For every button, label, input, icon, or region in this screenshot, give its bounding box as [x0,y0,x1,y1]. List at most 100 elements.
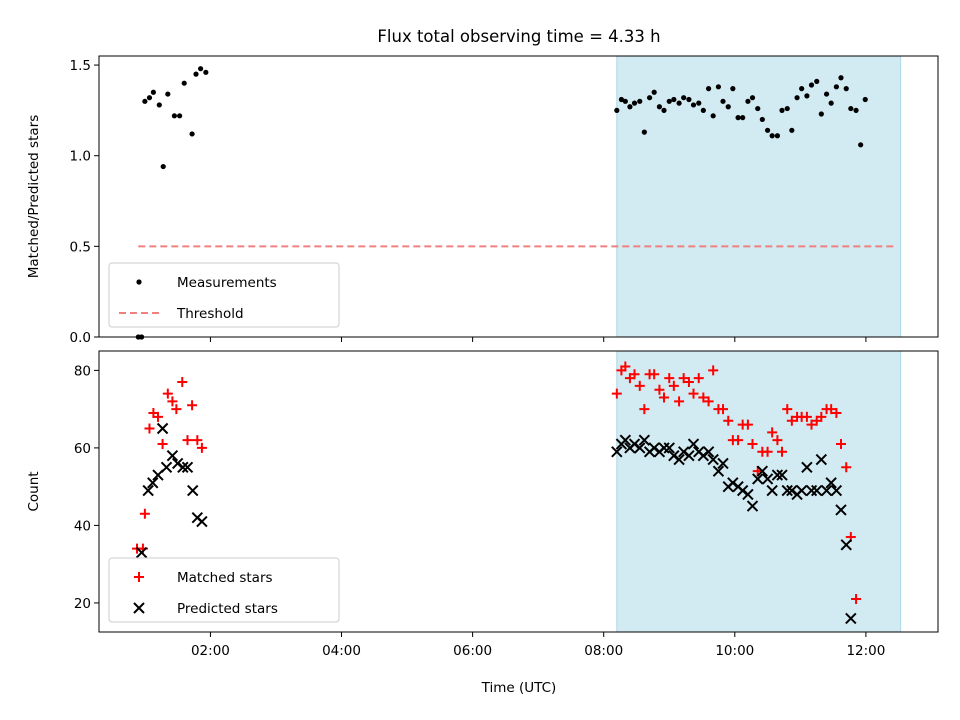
data-point [193,71,199,77]
data-point [755,105,761,112]
y-tick-label: 1.5 [70,58,91,74]
data-point [167,396,178,407]
data-point [634,442,646,454]
legend: Matched stars Predicted stars [108,557,340,623]
data-point [816,411,827,422]
data-point [761,473,774,485]
data-point [841,462,852,473]
data-point [805,484,818,497]
data-point [696,100,702,106]
data-point [776,469,788,481]
data-point [799,86,805,92]
data-point [681,95,687,101]
data-point [835,504,847,516]
data-point [814,78,820,84]
data-point [614,107,620,113]
data-point [135,546,148,559]
data-point [160,163,166,170]
data-point [197,66,204,72]
data-point [171,113,177,119]
x-tick-label: 12:00 [846,643,885,659]
data-point [629,369,640,380]
data-point [171,404,182,415]
data-point [840,539,852,551]
data-point [152,411,163,422]
data-point [157,439,168,450]
data-point [845,612,857,625]
y-tick-label: 60 [74,441,91,457]
data-point [619,434,632,446]
legend-box [108,557,340,623]
data-point [611,446,623,458]
data-point [746,500,759,512]
data-point [828,100,834,106]
data-point [801,461,813,473]
data-point [196,442,207,453]
data-point [742,488,754,501]
data-point [187,484,199,497]
data-point [771,469,784,481]
data-point [690,102,697,108]
data-point [658,442,670,454]
data-point [611,388,622,399]
data-point [668,380,679,391]
data-point [820,484,833,497]
data-point [752,473,764,485]
data-point [710,113,716,119]
data-point [637,98,643,104]
x-axis-label: Time (UTC) [481,680,557,696]
legend-label: Matched stars [177,570,273,586]
legend-marker-plus [134,572,144,582]
data-point [688,388,699,399]
data-point [678,373,689,384]
x-tick-label: 08:00 [584,643,623,659]
data-point [735,115,741,121]
data-point [776,446,787,457]
data-point [698,392,709,403]
y-tick-label: 0.0 [70,330,91,346]
data-point [811,484,823,497]
data-point [795,484,808,497]
legend-marker-x [133,602,145,614]
data-point [634,380,645,391]
data-point [156,422,169,435]
data-point [808,82,815,88]
series-measurements [135,66,868,340]
data-point [781,484,793,497]
data-point [858,142,864,148]
y-tick-label: 40 [74,518,91,534]
data-point [725,104,731,110]
data-point [639,404,650,415]
data-point [733,435,744,446]
data-point [794,95,800,101]
data-point [622,98,628,104]
data-point [166,449,179,462]
data-point [664,373,675,384]
y-tick-label: 20 [74,596,91,612]
data-point [651,89,657,95]
data-point [686,96,692,103]
data-point [708,365,719,376]
data-point [740,115,746,121]
data-point [818,111,824,117]
data-point [703,396,714,407]
data-point [766,484,778,497]
data-point [851,594,862,605]
data-point [843,86,849,92]
data-point [853,107,859,113]
data-point [676,100,682,106]
y-tick-label: 80 [74,363,91,379]
legend-label: Predicted stars [177,601,278,617]
data-point [756,465,769,477]
data-point [181,461,194,473]
y-tick-label: 1.0 [70,149,91,165]
data-point [838,75,844,81]
data-point [715,84,722,90]
data-point [203,69,209,75]
data-point [631,100,638,106]
data-point [620,361,631,372]
data-point [835,439,846,450]
data-point [772,435,783,446]
data-point [720,98,726,104]
